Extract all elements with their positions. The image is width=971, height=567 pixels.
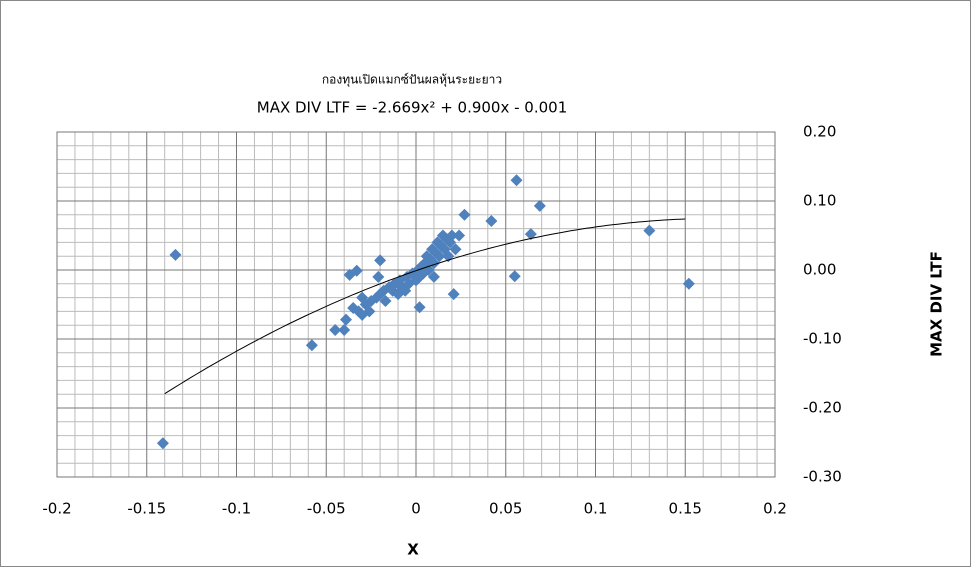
scatter-point bbox=[427, 270, 440, 283]
scatter-point bbox=[343, 268, 356, 281]
y-tick-label: 0.00 bbox=[803, 261, 836, 279]
scatter-point bbox=[643, 224, 656, 237]
scatter-point bbox=[339, 313, 352, 326]
scatter-point bbox=[329, 324, 342, 337]
y-axis-title: MAX DIV LTF bbox=[928, 251, 946, 357]
scatter-point bbox=[374, 254, 387, 267]
x-tick-label: 0.05 bbox=[489, 500, 522, 518]
scatter-point bbox=[156, 437, 169, 450]
scatter-point bbox=[524, 228, 537, 241]
y-tick-label: 0.10 bbox=[803, 192, 836, 210]
scatter-point bbox=[445, 229, 458, 242]
scatter-point bbox=[413, 301, 426, 314]
x-tick-label: -0.2 bbox=[42, 500, 71, 518]
scatter-point bbox=[508, 270, 521, 283]
scatter-point bbox=[447, 288, 460, 301]
scatter-point bbox=[453, 229, 466, 242]
x-axis-title: X bbox=[407, 541, 419, 559]
x-tick-label: -0.05 bbox=[307, 500, 346, 518]
x-tick-label: 0.2 bbox=[763, 500, 787, 518]
scatter-point bbox=[510, 174, 523, 187]
scatter-point bbox=[449, 243, 462, 256]
plot-area bbox=[56, 131, 776, 478]
x-tick-label: -0.1 bbox=[222, 500, 251, 518]
x-tick-label: 0 bbox=[411, 500, 421, 518]
scatter-point bbox=[363, 305, 376, 318]
scatter-point bbox=[356, 291, 369, 304]
chart-subtitle: MAX DIV LTF = -2.669x² + 0.900x - 0.001 bbox=[257, 99, 568, 117]
y-tick-label: -0.10 bbox=[803, 330, 842, 348]
y-tick-label: -0.30 bbox=[803, 468, 842, 486]
y-tick-label: 0.20 bbox=[803, 123, 836, 141]
trendline bbox=[164, 218, 686, 395]
scatter-point bbox=[305, 339, 318, 352]
x-tick-label: 0.1 bbox=[584, 500, 608, 518]
scatter-point bbox=[485, 215, 498, 228]
chart-title: กองทุนเปิดแมกซ์ปันผลหุ้นระยะยาว bbox=[322, 73, 502, 88]
scatter-point bbox=[682, 277, 695, 290]
scatter-point bbox=[533, 199, 546, 212]
y-tick-label: -0.20 bbox=[803, 399, 842, 417]
scatter-point bbox=[433, 250, 446, 263]
scatter-point bbox=[458, 208, 471, 221]
scatter-point bbox=[379, 295, 392, 308]
scatter-point bbox=[338, 324, 351, 337]
x-tick-label: -0.15 bbox=[127, 500, 166, 518]
x-tick-label: 0.15 bbox=[669, 500, 702, 518]
scatter-point bbox=[169, 248, 182, 261]
scatter-point bbox=[372, 270, 385, 283]
